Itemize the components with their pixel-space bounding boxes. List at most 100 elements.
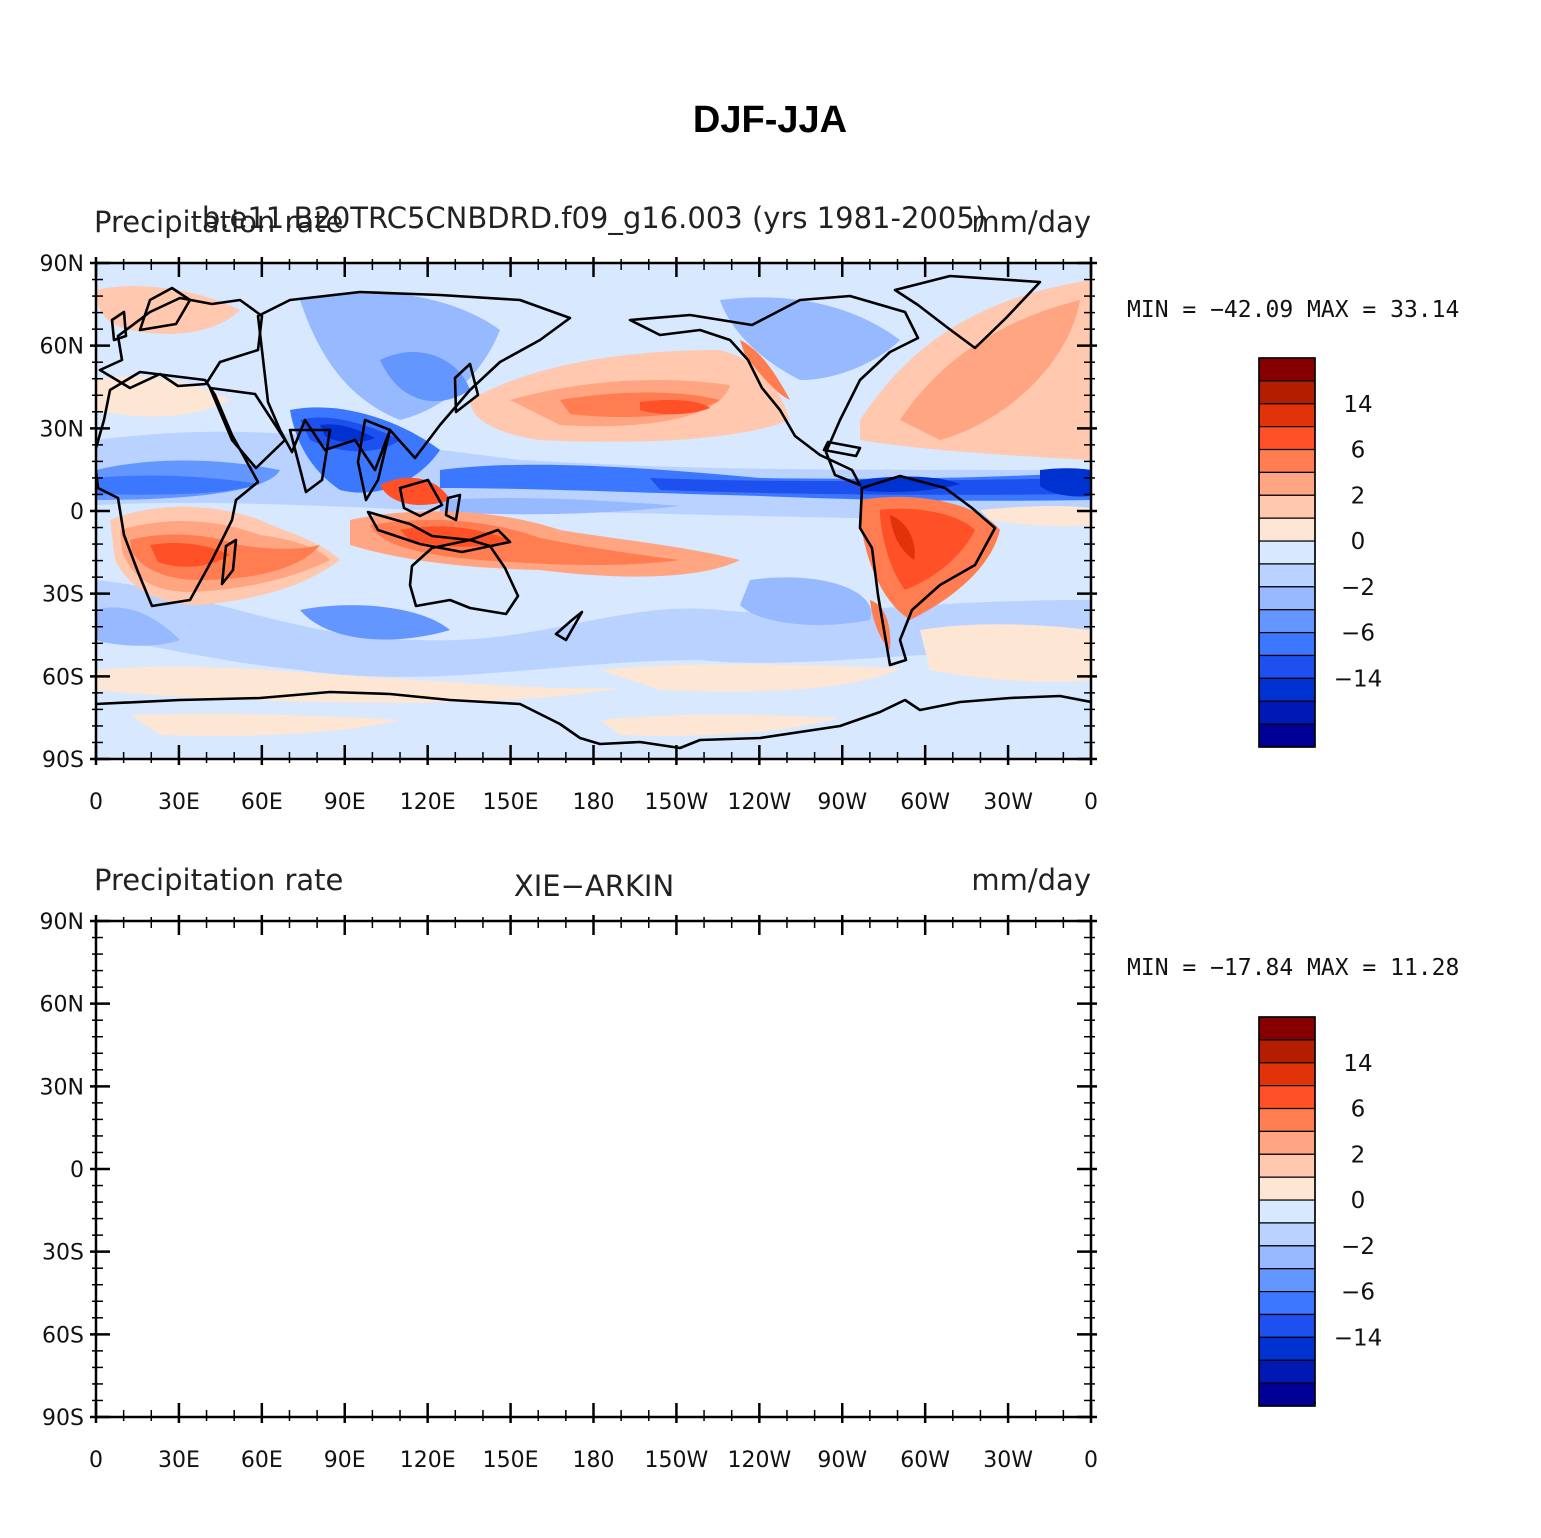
colorbar-label: 6: [1351, 438, 1366, 464]
lat-label: 0: [70, 500, 84, 525]
map-frame: [94, 919, 1093, 1419]
precipitation-difference-field-observed: [94, 921, 1091, 1417]
colorbar-swatch: [1258, 1359, 1316, 1384]
lat-label: 90N: [40, 252, 84, 277]
colorbar-swatch: [1258, 471, 1316, 496]
lon-label: 150E: [483, 1448, 539, 1473]
lon-label: 60E: [241, 790, 283, 815]
colorbar-swatch: [1258, 586, 1316, 611]
lon-label: 120W: [727, 790, 791, 815]
colorbar-swatch: [1258, 380, 1316, 405]
lon-label: 90W: [817, 790, 867, 815]
colorbar-swatch: [1258, 1222, 1316, 1247]
lon-label: 0: [1084, 790, 1098, 815]
colorbar-label: −2: [1341, 1234, 1375, 1260]
colorbar-swatch: [1258, 1245, 1316, 1270]
colorbar-label: −6: [1341, 621, 1375, 647]
min-max-stats: MIN = −17.84 MAX = 11.28: [1127, 955, 1459, 981]
colorbar-swatch: [1258, 540, 1316, 565]
lon-label: 90E: [324, 1448, 366, 1473]
colorbar-swatch: [1258, 1268, 1316, 1293]
colorbar-swatch: [1258, 426, 1316, 451]
colorbar-label: 6: [1351, 1097, 1366, 1123]
colorbar-swatch: [1258, 723, 1316, 748]
panel-left-label: Precipitation rate: [94, 863, 343, 897]
panel-units-label: mm/day: [971, 205, 1091, 239]
colorbar-frame: [1258, 357, 1316, 748]
colorbar-swatch: [1258, 563, 1316, 588]
lon-label: 30W: [983, 790, 1033, 815]
colorbar-swatch: [1258, 700, 1316, 725]
colorbar-swatch: [1258, 1290, 1316, 1316]
colorbar-swatch: [1258, 1016, 1316, 1041]
colorbar-label: −14: [1334, 666, 1383, 692]
lon-label: 120E: [400, 790, 456, 815]
panel-center-label: XIE−ARKIN: [514, 869, 674, 903]
colorbar-swatch: [1258, 517, 1316, 542]
colorbar-swatch: [1258, 631, 1316, 657]
colorbar-label: 14: [1343, 1051, 1372, 1077]
lat-label: 60N: [40, 335, 84, 360]
colorbar-swatch: [1258, 448, 1316, 474]
colorbar-swatch: [1258, 677, 1316, 702]
panel-observed: Precipitation rate XIE−ARKIN mm/day: [40, 863, 1460, 1473]
lon-label: 180: [573, 1448, 615, 1473]
colorbar-swatch: [1258, 1313, 1316, 1338]
lon-label: 180: [573, 790, 615, 815]
lon-label: 30E: [158, 790, 200, 815]
lon-label: 90E: [324, 790, 366, 815]
colorbar-label: 0: [1351, 529, 1366, 555]
colorbar-swatch: [1258, 494, 1316, 519]
lat-label: 90N: [40, 910, 84, 935]
lat-label: 0: [70, 1158, 84, 1183]
panel-model: Precipitation rate b.e11.B20TRC5CNBDRD.f…: [40, 201, 1460, 815]
colorbar-swatch: [1258, 654, 1316, 679]
colorbar-label: 2: [1351, 483, 1366, 509]
colorbar-swatch: [1258, 1039, 1316, 1064]
lon-label: 0: [89, 790, 103, 815]
lon-label: 120E: [400, 1448, 456, 1473]
colorbar-swatch: [1258, 403, 1316, 428]
lat-label: 30N: [40, 417, 84, 442]
colorbar-label: −14: [1334, 1325, 1383, 1351]
lat-label: 90S: [42, 748, 84, 773]
colorbar-swatch: [1258, 357, 1316, 382]
lon-label: 120W: [727, 1448, 791, 1473]
lat-label: 60S: [42, 1323, 84, 1348]
lat-label: 30S: [42, 583, 84, 608]
colorbar-swatch: [1258, 1153, 1316, 1178]
panel-units-label: mm/day: [971, 863, 1091, 897]
colorbar-swatch: [1258, 1062, 1316, 1087]
precipitation-difference-field-model: [96, 263, 1091, 759]
panel-center-label: b.e11.B20TRC5CNBDRD.f09_g16.003 (yrs 198…: [202, 201, 986, 235]
colorbar-swatch: [1258, 1382, 1316, 1407]
lon-label: 0: [1084, 1448, 1098, 1473]
lat-label: 60N: [40, 993, 84, 1018]
colorbar: 14 6 2 0 −2 −6 −14: [1258, 1016, 1383, 1407]
lon-label: 90W: [817, 1448, 867, 1473]
min-max-stats: MIN = −42.09 MAX = 33.14: [1127, 297, 1459, 323]
colorbar-swatch: [1258, 1199, 1316, 1224]
lat-label: 30N: [40, 1075, 84, 1100]
colorbar-swatch: [1258, 1336, 1316, 1361]
colorbar: 14 6 2 0 −2 −6 −14: [1258, 357, 1383, 748]
colorbar-label: −6: [1341, 1280, 1375, 1306]
lon-label: 150E: [483, 790, 539, 815]
lon-label: 150W: [645, 790, 709, 815]
colorbar-frame: [1258, 1016, 1316, 1407]
lon-label: 30E: [158, 1448, 200, 1473]
lon-label: 150W: [645, 1448, 709, 1473]
colorbar-label: 2: [1351, 1142, 1366, 1168]
colorbar-label: −2: [1341, 575, 1375, 601]
lat-label: 30S: [42, 1241, 84, 1266]
lon-label: 30W: [983, 1448, 1033, 1473]
lon-label: 60E: [241, 1448, 283, 1473]
colorbar-label: 14: [1343, 392, 1372, 418]
lat-label: 60S: [42, 665, 84, 690]
colorbar-label: 0: [1351, 1188, 1366, 1214]
colorbar-swatch: [1258, 1130, 1316, 1155]
colorbar-swatch: [1258, 609, 1316, 634]
